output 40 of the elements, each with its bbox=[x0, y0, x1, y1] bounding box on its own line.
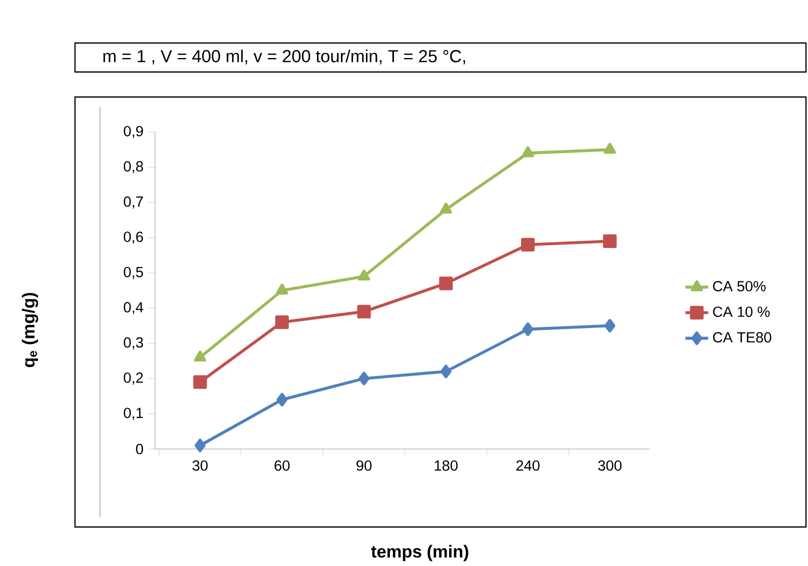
point bbox=[194, 350, 206, 362]
point bbox=[604, 318, 616, 333]
point bbox=[358, 270, 370, 281]
y-tick-label: 0,6 bbox=[124, 232, 143, 244]
x-tick-label: 240 bbox=[516, 460, 540, 471]
x-tick-label: 30 bbox=[192, 460, 208, 471]
y-tick-label: 0,1 bbox=[124, 408, 143, 420]
y-tick-label: 0,4 bbox=[124, 302, 144, 314]
y-tick-label: 0,9 bbox=[124, 126, 143, 138]
point bbox=[439, 276, 453, 290]
point bbox=[522, 322, 534, 336]
point bbox=[275, 315, 289, 329]
legend-label: CA 10 % bbox=[713, 306, 770, 317]
point bbox=[276, 392, 288, 406]
point bbox=[604, 142, 616, 154]
point bbox=[440, 202, 452, 214]
y-tick-label: 0,2 bbox=[124, 372, 143, 385]
y-tick-label: 0,5 bbox=[124, 266, 143, 279]
point bbox=[194, 438, 206, 452]
point bbox=[603, 234, 617, 248]
point bbox=[276, 284, 288, 295]
point bbox=[193, 375, 207, 389]
y-tick-label: 0 bbox=[136, 444, 144, 454]
point bbox=[440, 364, 452, 378]
point bbox=[522, 146, 534, 158]
point bbox=[357, 304, 371, 318]
chart-title: m = 1 , V = 400 ml, v = 200 tour/min, T = 25 °C, bbox=[103, 50, 466, 64]
x-tick-label: 180 bbox=[434, 460, 458, 471]
x-tick-label: 60 bbox=[274, 460, 290, 471]
legend-label: CA 50% bbox=[713, 281, 766, 292]
legend-label: CA TE80 bbox=[713, 332, 772, 343]
y-axis-title: q$_{e}$ (mg/g) bbox=[22, 292, 38, 368]
y-tick-label: 0,3 bbox=[124, 337, 143, 350]
y-tick-label: 0,8 bbox=[124, 161, 143, 174]
point bbox=[358, 372, 370, 386]
x-tick-label: 300 bbox=[598, 460, 622, 471]
x-tick-label: 90 bbox=[356, 460, 372, 471]
x-axis-title: temps (min) bbox=[371, 544, 468, 562]
point bbox=[521, 238, 535, 252]
y-tick-label: 0,7 bbox=[124, 196, 143, 208]
